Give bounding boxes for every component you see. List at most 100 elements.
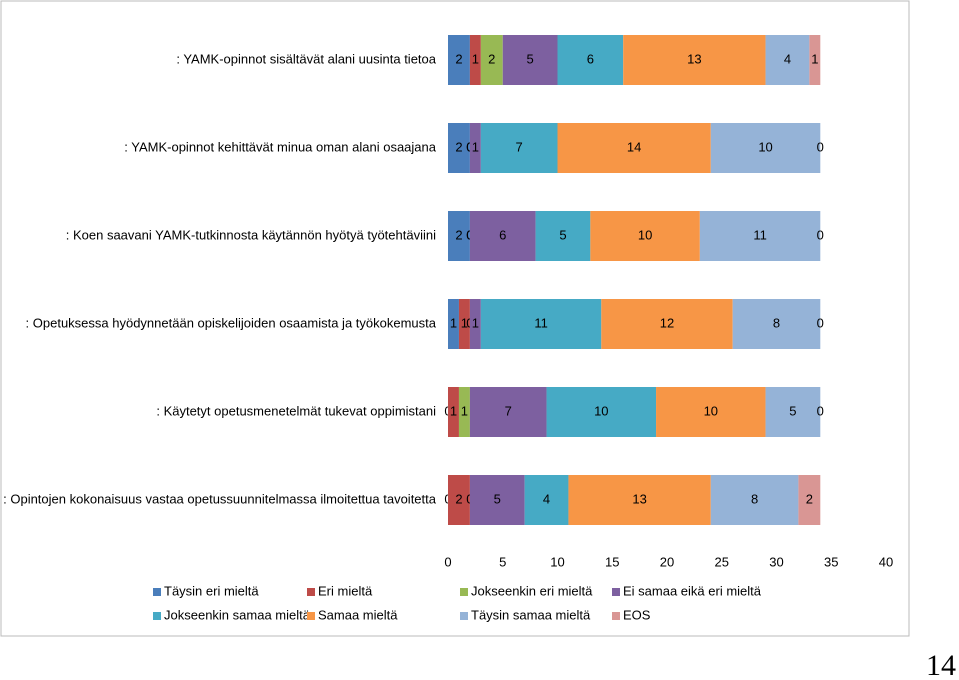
- x-tick-label: 25: [715, 554, 729, 569]
- data-label: 10: [704, 403, 718, 418]
- legend-label: Täysin samaa mieltä: [471, 607, 591, 622]
- bar-segment: [557, 35, 624, 85]
- data-label: 2: [806, 491, 813, 506]
- bar-segment: [601, 299, 733, 349]
- bar-segment: [448, 35, 470, 85]
- data-label: 2: [455, 139, 462, 154]
- page-number: 14: [926, 649, 956, 680]
- bar-segment: [480, 123, 558, 173]
- legend-swatch: [153, 612, 161, 620]
- legend-swatch: [460, 588, 468, 596]
- legend-swatch: [612, 612, 620, 620]
- x-tick-label: 30: [769, 554, 783, 569]
- bar-segment: [469, 475, 525, 525]
- data-label: 4: [784, 51, 791, 66]
- bar-segment: [557, 123, 711, 173]
- x-tick-label: 40: [879, 554, 893, 569]
- data-label: 2: [455, 491, 462, 506]
- data-label: 13: [632, 491, 646, 506]
- data-label: 0: [817, 315, 824, 330]
- bar-segment: [502, 35, 558, 85]
- legend-swatch: [307, 588, 315, 596]
- bar-segment: [480, 35, 503, 85]
- data-label: 13: [687, 51, 701, 66]
- bar-segment: [732, 299, 821, 349]
- data-label: 1: [450, 315, 457, 330]
- legend-label: EOS: [623, 607, 651, 622]
- category-label: : Käytetyt opetusmenetelmät tukevat oppi…: [156, 403, 436, 418]
- data-label: 10: [638, 227, 652, 242]
- legend-label: Jokseenkin eri mieltä: [471, 583, 593, 598]
- bar-segment: [656, 387, 766, 437]
- bar-segment: [448, 123, 470, 173]
- category-label: : Opintojen kokonaisuus vastaa opetussuu…: [3, 491, 437, 506]
- data-label: 8: [751, 491, 758, 506]
- x-tick-label: 15: [605, 554, 619, 569]
- data-label: 6: [499, 227, 506, 242]
- data-label: 12: [660, 315, 674, 330]
- category-label: : Koen saavani YAMK-tutkinnosta käytännö…: [66, 227, 436, 242]
- x-tick-label: 10: [550, 554, 564, 569]
- x-tick-label: 20: [660, 554, 674, 569]
- data-label: 1: [472, 51, 479, 66]
- data-label: 6: [587, 51, 594, 66]
- bar-segment: [590, 211, 700, 261]
- bar-segment: [809, 35, 821, 85]
- bar-segment: [568, 475, 711, 525]
- bar-segment: [535, 211, 591, 261]
- bar-segment: [469, 387, 547, 437]
- data-label: 1: [472, 139, 479, 154]
- bar-segment: [524, 475, 569, 525]
- data-label: 0: [817, 227, 824, 242]
- data-label: 5: [494, 491, 501, 506]
- bar-segment: [458, 387, 470, 437]
- bar-segment: [469, 35, 481, 85]
- data-label: 1: [450, 403, 457, 418]
- legend-swatch: [153, 588, 161, 596]
- bar-segment: [469, 123, 481, 173]
- data-label: 0: [817, 139, 824, 154]
- data-label: 7: [505, 403, 512, 418]
- bar-segment: [710, 123, 821, 173]
- bar-segment: [448, 299, 459, 349]
- data-label: 2: [455, 227, 462, 242]
- data-label: 2: [488, 51, 495, 66]
- legend-swatch: [307, 612, 315, 620]
- data-label: 2: [455, 51, 462, 66]
- data-label: 1: [472, 315, 479, 330]
- bar-segment: [480, 299, 602, 349]
- category-label: : YAMK-opinnot kehittävät minua oman ala…: [124, 139, 436, 154]
- legend-swatch: [460, 612, 468, 620]
- bar-segment: [469, 299, 481, 349]
- bar-segment: [623, 35, 766, 85]
- data-label: 5: [789, 403, 796, 418]
- data-label: 1: [811, 51, 818, 66]
- bar-segment: [699, 211, 821, 261]
- data-label: 7: [516, 139, 523, 154]
- bar-segment: [458, 299, 470, 349]
- bar-segment: [448, 475, 470, 525]
- bar-segment: [546, 387, 657, 437]
- bar-segment: [448, 387, 459, 437]
- legend-label: Eri mieltä: [318, 583, 373, 598]
- bar-segment: [448, 211, 470, 261]
- bar-segment: [765, 387, 821, 437]
- data-label: 11: [753, 227, 767, 242]
- category-label: : Opetuksessa hyödynnetään opiskelijoide…: [26, 315, 437, 330]
- data-label: 11: [534, 315, 548, 330]
- data-label: 5: [527, 51, 534, 66]
- data-label: 14: [627, 139, 641, 154]
- bar-segment: [710, 475, 799, 525]
- bar-segment: [765, 35, 810, 85]
- x-tick-label: 0: [444, 554, 451, 569]
- bar-segment: [798, 475, 821, 525]
- x-tick-label: 35: [824, 554, 838, 569]
- data-label: 8: [773, 315, 780, 330]
- data-label: 1: [461, 315, 468, 330]
- legend-label: Ei samaa eikä eri mieltä: [623, 583, 762, 598]
- category-label: : YAMK-opinnot sisältävät alani uusinta …: [176, 51, 436, 66]
- x-tick-label: 5: [499, 554, 506, 569]
- legend-label: Jokseenkin samaa mieltä: [164, 607, 311, 622]
- data-label: 10: [594, 403, 608, 418]
